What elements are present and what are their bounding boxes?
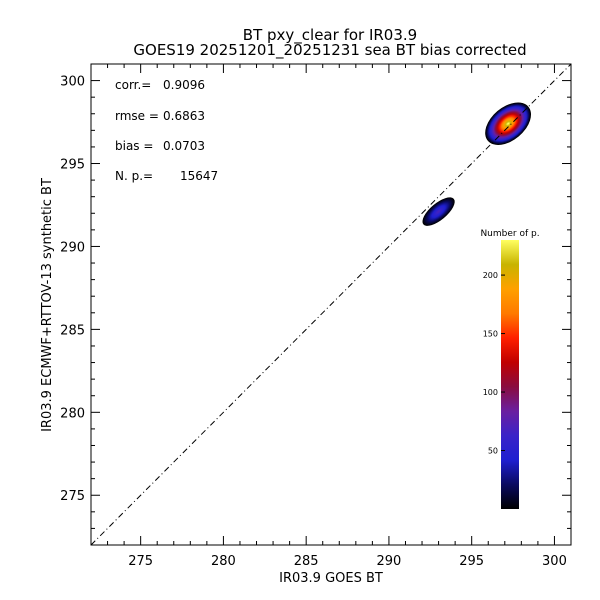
colorbar-ticks: 50 100 150 200 xyxy=(483,271,505,456)
x-tick-label: 295 xyxy=(459,554,484,569)
stats-box: corr.= 0.9096 rmse = 0.6863 bias = 0.070… xyxy=(115,78,218,183)
x-tick-label: 300 xyxy=(542,554,567,569)
x-tick-label: 280 xyxy=(211,554,236,569)
plot-frame xyxy=(90,63,572,546)
colorbar-tick-label: 200 xyxy=(483,271,498,280)
stat-rmse-label: rmse = xyxy=(115,109,159,123)
stat-corr-label: corr.= xyxy=(115,78,151,92)
stat-bias: bias = 0.0703 xyxy=(115,139,205,153)
stat-corr: corr.= 0.9096 xyxy=(115,78,205,92)
x-tick-label: 285 xyxy=(294,554,319,569)
colorbar-title: Number of p. xyxy=(480,229,539,239)
x-axis-label: IR03.9 GOES BT xyxy=(279,571,383,586)
y-tick-label: 285 xyxy=(60,323,85,338)
x-tick-label: 290 xyxy=(377,554,402,569)
chart-title: BT pxy_clear for IR03.9 xyxy=(243,26,417,45)
y-tick-label: 295 xyxy=(60,158,85,173)
y-tick-label: 290 xyxy=(60,240,85,255)
chart-subtitle: GOES19 20251201_20251231 sea BT bias cor… xyxy=(133,41,526,60)
y-axis: 275 280 285 290 295 300 xyxy=(60,63,571,546)
colorbar-tick-label: 50 xyxy=(488,447,498,456)
colorbar: Number of p. 50 100 150 200 xyxy=(480,229,540,509)
y-tick-label: 280 xyxy=(60,406,85,421)
x-tick-label: 275 xyxy=(128,554,153,569)
colorbar-tick-label: 100 xyxy=(483,388,498,397)
density-cloud xyxy=(422,102,532,226)
density-cluster-1-level xyxy=(507,122,509,125)
y-axis-label: IR03.9 ECMWF+RTTOV-13 synthetic BT xyxy=(40,178,55,432)
stat-npoints-label: N. p.= xyxy=(115,169,153,183)
colorbar-tick-label: 150 xyxy=(483,330,498,339)
stat-rmse: rmse = 0.6863 xyxy=(115,109,205,123)
stat-corr-value: 0.9096 xyxy=(163,78,205,92)
density-cluster-2-level xyxy=(437,211,440,213)
stat-bias-label: bias = xyxy=(115,139,153,153)
colorbar-gradient xyxy=(501,240,519,509)
x-axis: 275 280 285 290 295 300 xyxy=(90,64,572,569)
stat-bias-value: 0.0703 xyxy=(163,139,205,153)
y-tick-label: 300 xyxy=(60,75,85,90)
stat-rmse-value: 0.6863 xyxy=(163,109,205,123)
reference-line xyxy=(90,63,572,546)
stat-npoints-value: 15647 xyxy=(180,169,218,183)
stat-npoints: N. p.= 15647 xyxy=(115,169,218,183)
y-tick-label: 275 xyxy=(60,489,85,504)
